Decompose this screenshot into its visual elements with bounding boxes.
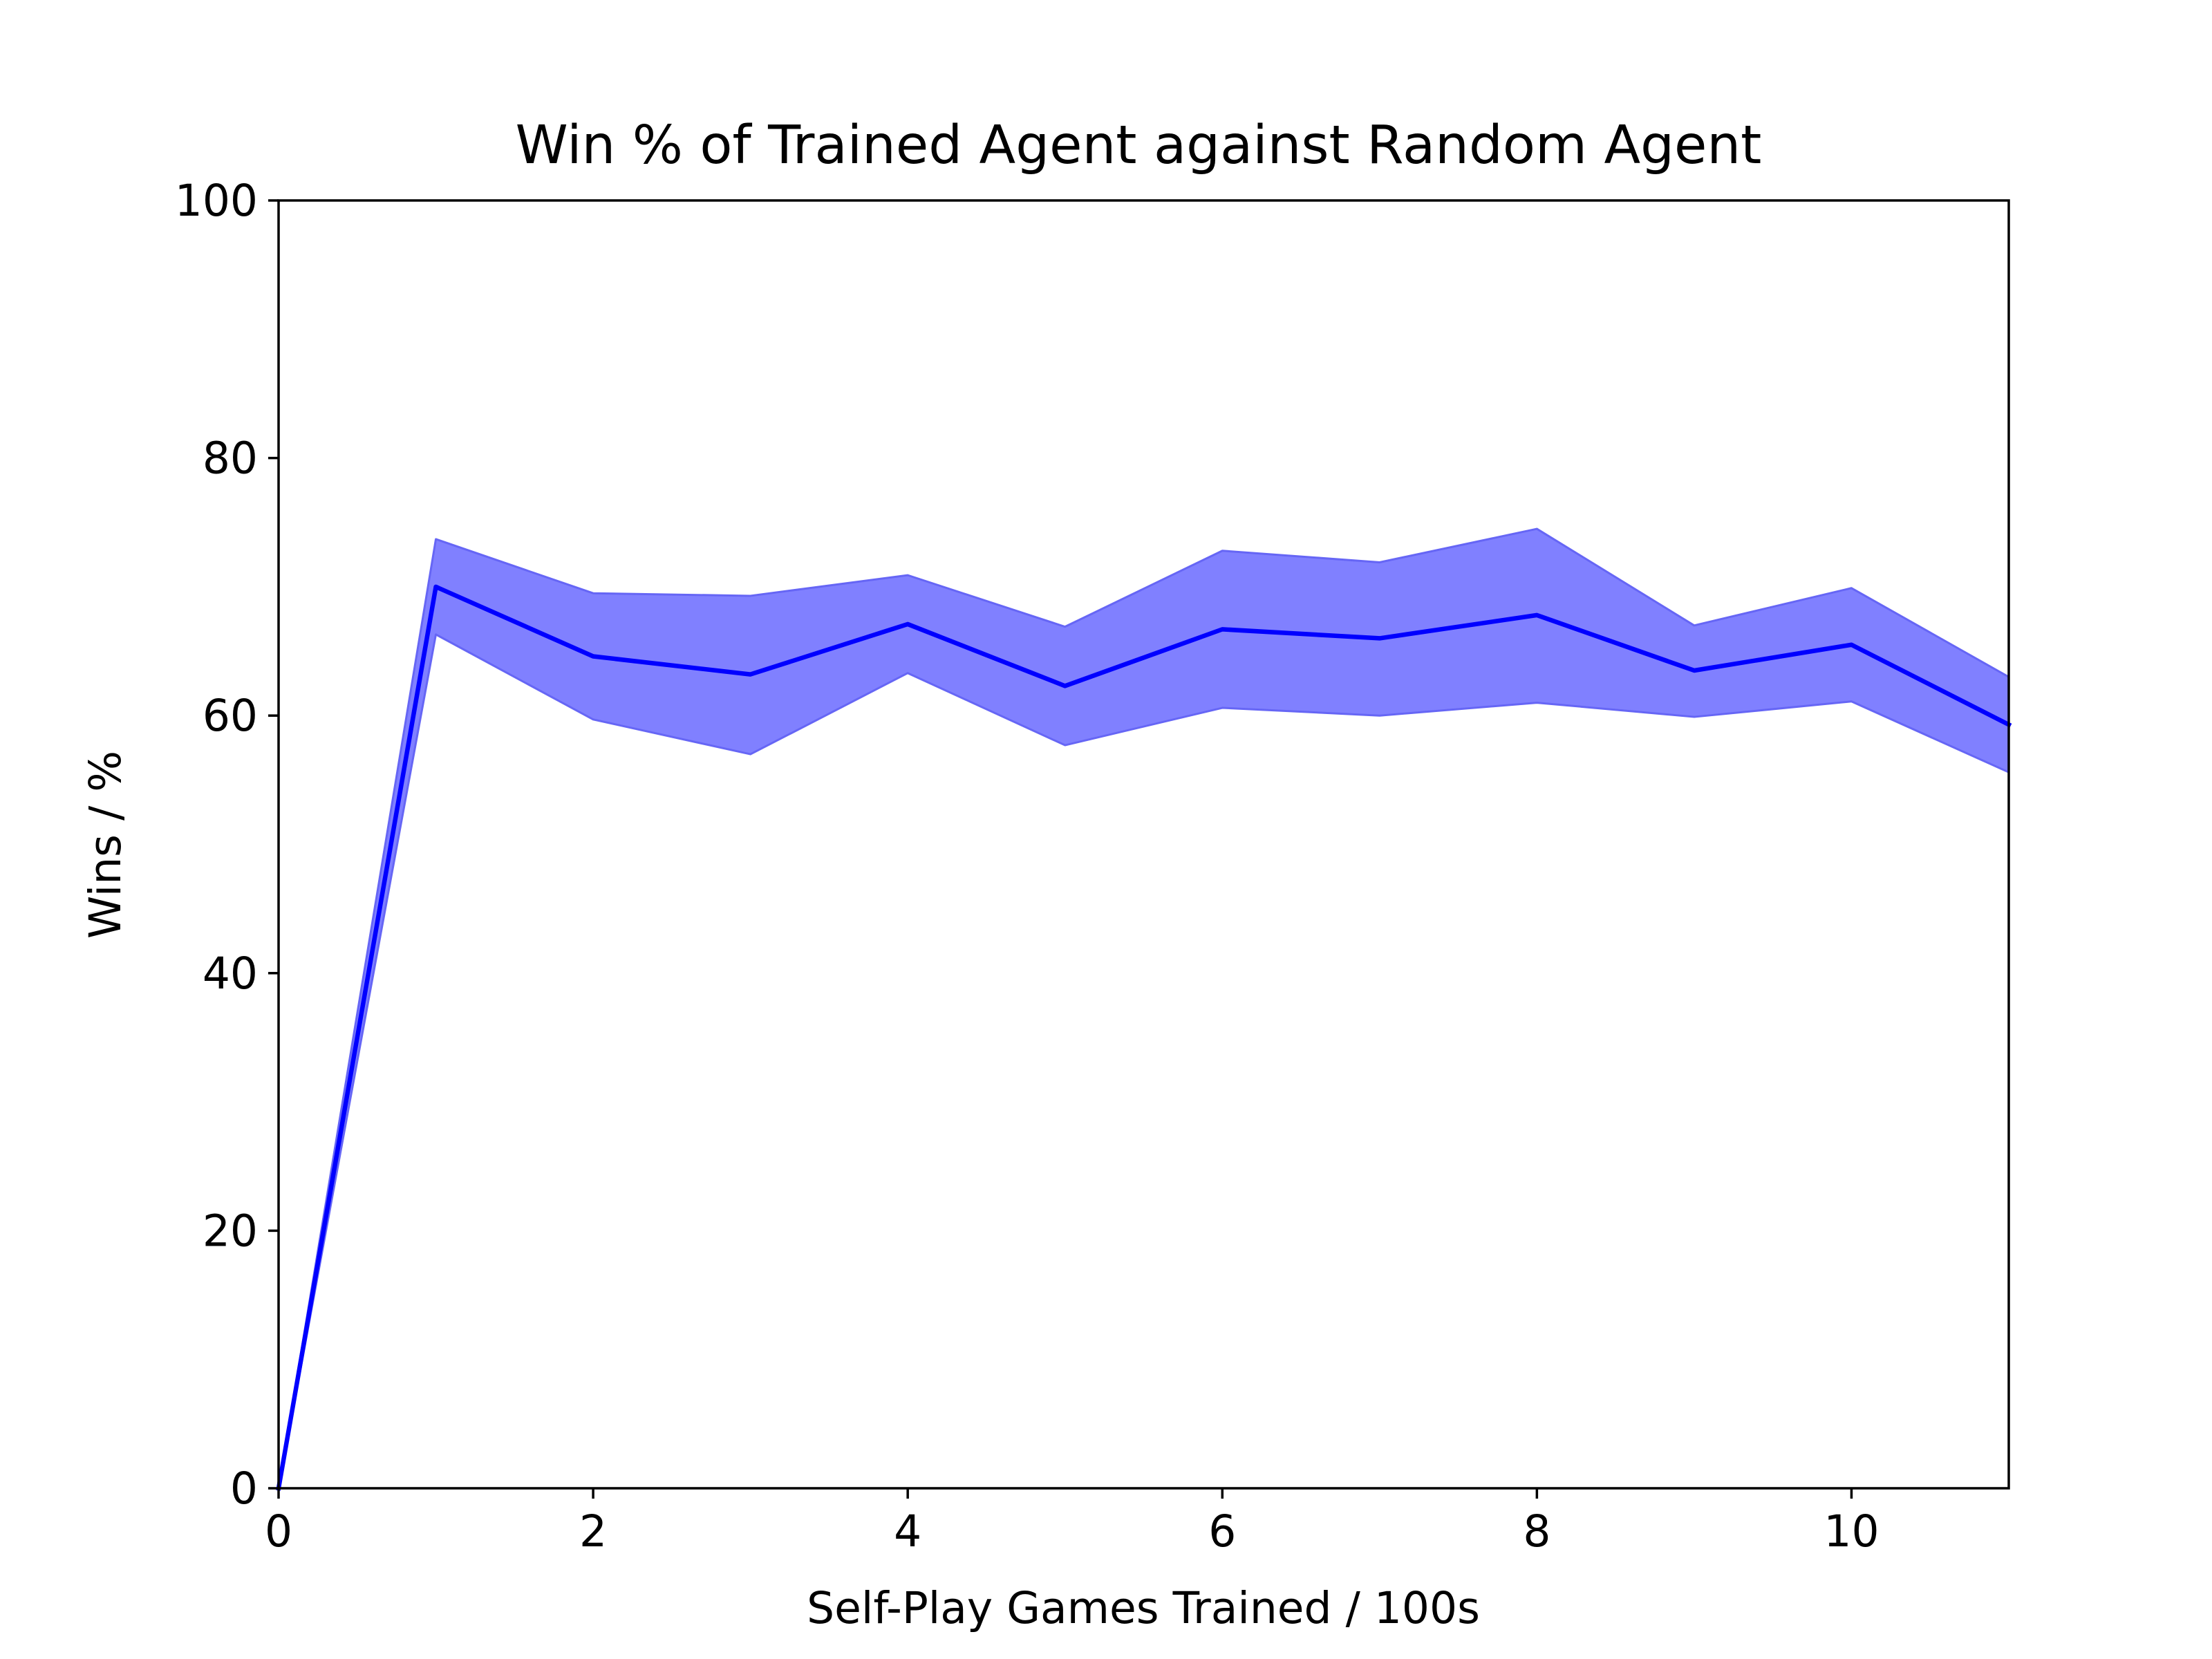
x-axis-label: Self-Play Games Trained / 100s — [807, 1583, 1480, 1633]
plot-area — [276, 199, 2012, 1491]
x-tick-label: 0 — [265, 1506, 292, 1557]
x-tick-label: 2 — [579, 1506, 607, 1557]
y-tick-label: 100 — [175, 176, 258, 226]
y-tick-label: 40 — [203, 948, 258, 999]
x-tick-label: 4 — [894, 1506, 921, 1557]
y-tick-label: 80 — [203, 433, 258, 484]
y-tick-label: 20 — [203, 1206, 258, 1256]
x-tick-label: 10 — [1824, 1506, 1879, 1557]
x-tick-label: 6 — [1208, 1506, 1236, 1557]
y-axis-label: Wins / % — [80, 751, 131, 939]
series-line-layer — [276, 584, 2012, 1491]
y-axis: 0 20 40 60 80 100 — [175, 176, 279, 1514]
plot-frame — [277, 199, 2010, 1490]
y-tick-label: 0 — [230, 1463, 258, 1514]
chart-title: Win % of Trained Agent against Random Ag… — [516, 115, 1762, 176]
x-axis: 0 2 4 6 8 10 — [265, 1488, 1880, 1557]
series-line — [276, 584, 2012, 1491]
y-tick-label: 60 — [203, 691, 258, 741]
x-tick-label: 8 — [1523, 1506, 1550, 1557]
